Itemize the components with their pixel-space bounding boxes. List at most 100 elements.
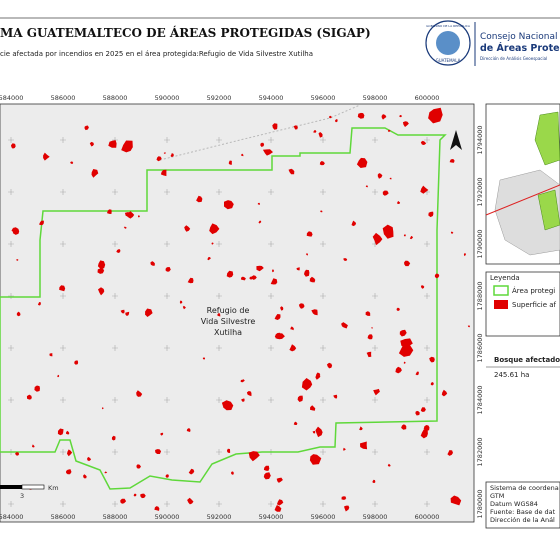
area-label: Vida Silvestre [201,317,256,326]
burned-patch [138,215,140,218]
grid-cross [372,137,378,143]
scale-unit: Km [48,484,59,492]
grid-cross [320,137,326,143]
burned-patch [312,430,316,434]
scale-value: 3 [20,492,24,500]
seal-text: GOBIERNO DE LA REPÚBLICA [426,23,471,28]
burned-patch [70,161,74,164]
seal-center [436,31,460,55]
grid-cross [216,293,222,299]
subtitle: cie afectada por incendios en 2025 en el… [0,50,313,58]
burned-patch [403,234,406,237]
burned-patch [335,119,338,123]
grid-cross [424,137,430,143]
burned-patch [310,405,316,411]
grid-cross [268,345,274,351]
x-tick-label: 592000 [207,94,232,102]
burned-patch [67,449,73,457]
burned-patch [160,169,167,177]
footer-line: GTM [490,492,504,500]
burned-patch [263,472,271,480]
burned-patch [16,259,19,261]
grid-cross [164,189,170,195]
seal-text: GUATEMALA [436,58,461,63]
burned-patch [83,474,87,479]
burned-patch [34,385,40,392]
area-label: Xutilha [214,328,242,337]
x-tick-label: 584000 [0,94,23,102]
burned-patch [318,132,323,138]
grid-cross [424,241,430,247]
grid-cross [112,241,118,247]
burned-patch [211,242,214,245]
burned-patch [428,107,443,124]
grid-cross [268,241,274,247]
burned-patch [275,333,285,340]
burned-patch [121,140,133,153]
burned-patch [288,168,295,175]
legend-label: Superficie af [512,301,557,309]
burned-patch [133,493,137,497]
x-tick-label: 596000 [311,513,336,521]
burned-patch [428,211,434,218]
burned-patch [227,448,231,453]
burned-patch [372,479,376,483]
grid-cross [112,189,118,195]
grid-cross [320,449,326,455]
footer-line: Sistema de coordena [490,484,559,492]
burned-patch [306,231,313,237]
burned-patch [382,190,389,196]
burned-patch [404,260,411,267]
grid-cross [164,137,170,143]
burned-patch [329,115,332,119]
x-tick-label: 600000 [415,94,440,102]
burned-patch [66,430,70,435]
burned-patch [37,302,41,306]
burned-patch [165,267,171,272]
burned-patch [120,309,125,314]
burned-patch [389,177,392,180]
burned-patch [207,257,211,261]
burned-patch [343,258,348,261]
inset-area [534,111,560,166]
grid-cross [424,293,430,299]
burned-patch [280,306,284,311]
burned-patch [221,400,234,411]
burned-patch [423,425,430,431]
burned-patch [359,426,363,431]
burned-patch [311,309,318,316]
burned-patch [124,212,132,218]
grid-cross [320,501,326,507]
burned-patch [415,410,420,416]
logo: GOBIERNO DE LA REPÚBLICA GUATEMALA Conse… [425,20,560,66]
x-tick-label: 594000 [259,94,284,102]
x-tick-label: 598000 [363,513,388,521]
grid-cross [372,293,378,299]
grid-cross [424,345,430,351]
burned-patch [231,471,234,475]
grid-cross [372,397,378,403]
grid-cross [216,241,222,247]
grid-cross [320,397,326,403]
burned-patch [430,382,434,386]
footer-line: Fuente: Base de dat [490,508,556,516]
grid-cross [112,397,118,403]
burned-patch [401,424,407,430]
burned-patch [257,202,260,205]
burned-patch [15,452,20,456]
north-arrow [450,130,462,150]
burned-patch [256,265,264,272]
burned-patch [420,140,427,145]
burned-patch [97,260,106,269]
y-tick-label: 1784000 [476,386,484,415]
burned-patch [387,129,391,132]
burned-patch [398,343,414,357]
burned-patch [396,200,401,204]
burned-patch [136,390,143,397]
burned-patch [66,469,72,475]
burned-patch [377,173,383,179]
grid-cross [8,189,14,195]
grid-cross [164,345,170,351]
grid-cross [60,397,66,403]
grid-cross [60,241,66,247]
